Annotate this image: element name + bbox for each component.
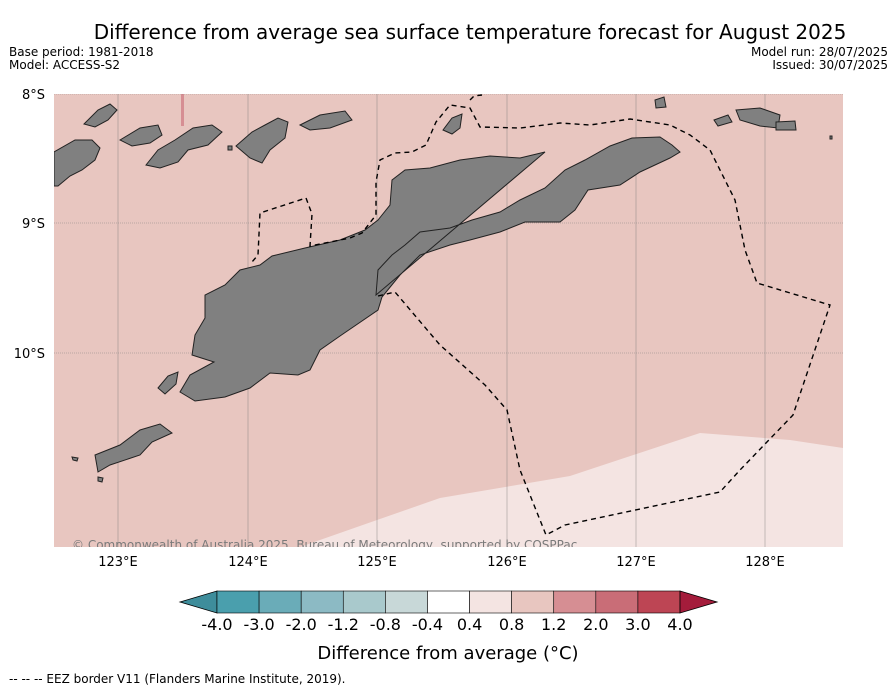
- islet-2: [97, 476, 104, 483]
- colorbar-tick-label: -0.4: [412, 615, 443, 634]
- copyright-text: © Commonwealth of Australia 2025, Bureau…: [72, 538, 577, 552]
- colorbar-box: [342, 590, 386, 614]
- lat-label-8s: 8°S: [22, 88, 45, 103]
- colorbar-tick-label: 1.2: [541, 615, 566, 634]
- colorbar-tick-label: 3.0: [625, 615, 650, 634]
- adonara-island: [145, 124, 223, 169]
- ndao-island: [157, 371, 179, 395]
- alor-island: [298, 110, 353, 131]
- meta-right: Model run: 28/07/2025 Issued: 30/07/2025: [751, 46, 888, 72]
- issued-date: Issued: 30/07/2025: [772, 58, 888, 72]
- lat-label-9s: 9°S: [22, 217, 45, 232]
- model-name: Model: ACCESS-S2: [9, 58, 121, 72]
- lon-label-123e: 123°E: [98, 555, 138, 570]
- colorbar-box: [427, 590, 470, 614]
- small-island-c: [775, 120, 797, 131]
- pantar-island: [235, 117, 289, 164]
- colorbar-box: [511, 590, 555, 614]
- meta-left: Base period: 1981-2018 Model: ACCESS-S2: [9, 46, 154, 72]
- small-island-a: [654, 96, 667, 109]
- rote-island: [94, 423, 173, 473]
- colorbar-tick-label: 4.0: [667, 615, 692, 634]
- colorbar-over-arrow: [679, 590, 719, 614]
- colorbar-tick-label: 0.4: [457, 615, 482, 634]
- model-run: Model run: 28/07/2025: [750, 45, 888, 59]
- colorbar-under-arrow: [178, 590, 218, 614]
- map-area: © Commonwealth of Australia 2025, Bureau…: [54, 94, 843, 552]
- colorbar-tick-label: 2.0: [583, 615, 608, 634]
- map-title: Difference from average sea surface temp…: [93, 20, 847, 44]
- lembata-island: [83, 103, 118, 128]
- colorbar-box: [300, 590, 344, 614]
- base-period: Base period: 1981-2018: [9, 45, 154, 59]
- colorbar-tick-label: -4.0: [201, 615, 232, 634]
- colorbar-box: [637, 590, 681, 614]
- colorbar-boxes: [216, 590, 681, 614]
- lon-label-124e: 124°E: [228, 555, 268, 570]
- colorbar-box: [553, 590, 597, 614]
- colorbar-tick-label: -2.0: [286, 615, 317, 634]
- timor-island: [179, 136, 681, 402]
- land-masses: [54, 96, 833, 483]
- flores-east-island: [54, 139, 101, 187]
- colorbar-tick-label: -1.2: [328, 615, 359, 634]
- colorbar-tick-labels: -4.0 -3.0 -2.0 -1.2 -0.8 -0.4 0.4 0.8 1.2 2.0 3.0 4…: [201, 615, 692, 634]
- lon-label-127e: 127°E: [616, 555, 656, 570]
- small-island-d: [713, 114, 733, 127]
- colorbar-box: [258, 590, 302, 614]
- solor-island: [118, 124, 163, 147]
- colorbar: -4.0 -3.0 -2.0 -1.2 -0.8 -0.4 0.4 0.8 1.2 2.0 3.0 4…: [178, 590, 719, 664]
- colorbar-tick-label: 0.8: [499, 615, 524, 634]
- colorbar-box: [469, 590, 512, 614]
- lon-label-126e: 126°E: [487, 555, 527, 570]
- lon-label-125e: 125°E: [357, 555, 397, 570]
- wetar-island: [442, 113, 463, 135]
- eez-footnote: -- -- -- EEZ border V11 (Flanders Marine…: [9, 672, 346, 686]
- eez-border: [251, 94, 831, 536]
- anomaly-strip: [181, 94, 184, 126]
- islet-1: [71, 456, 79, 462]
- colorbar-box: [595, 590, 639, 614]
- colorbar-tick-label: -3.0: [243, 615, 274, 634]
- colorbar-box: [385, 590, 428, 614]
- colorbar-tick-label: -0.8: [370, 615, 401, 634]
- islet-3: [227, 145, 233, 151]
- lat-label-10s: 10°S: [14, 347, 45, 362]
- islet-4: [829, 135, 833, 140]
- colorbar-box: [216, 590, 260, 614]
- anomaly-region-0-4-to-0-8: [300, 433, 843, 547]
- lon-label-128e: 128°E: [745, 555, 785, 570]
- colorbar-title: Difference from average (°C): [317, 643, 578, 664]
